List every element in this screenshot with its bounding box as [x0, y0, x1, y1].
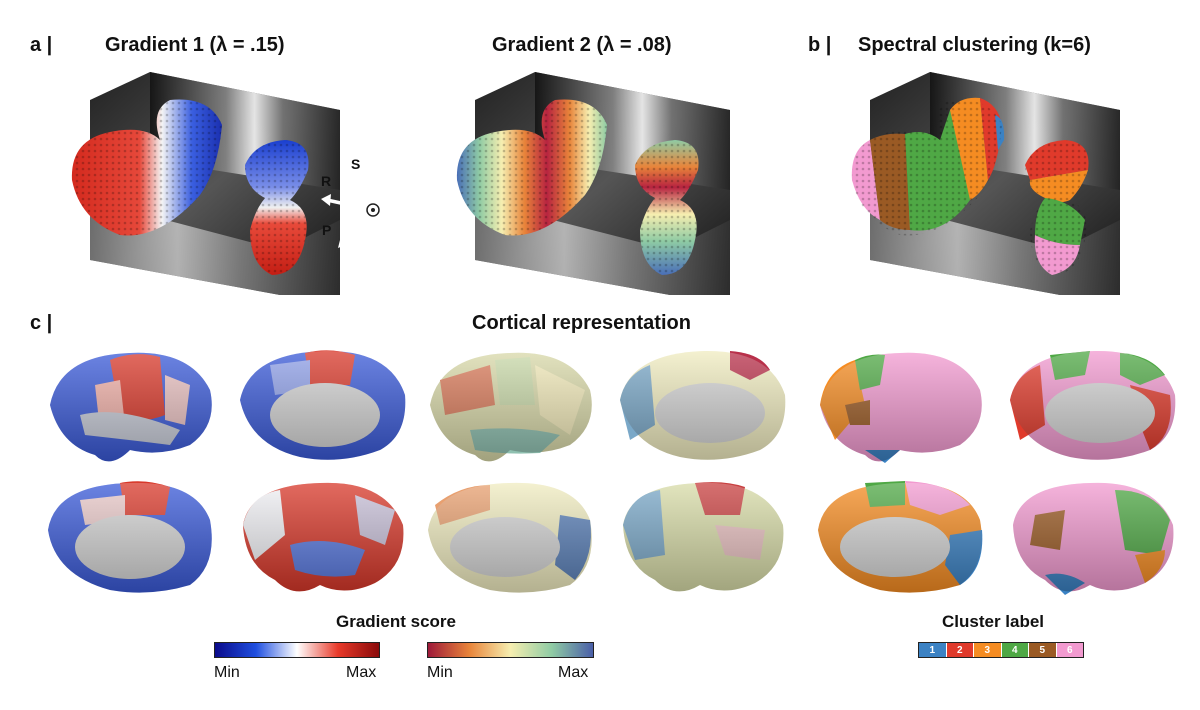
- gradient-1-title: Gradient 1 (λ = .15): [105, 34, 285, 56]
- brain-rh-medial: [48, 481, 212, 593]
- cluster-4-swatch: 4: [1001, 643, 1029, 657]
- brain-rh-medial: [818, 481, 983, 593]
- brain-lh-medial: [1010, 350, 1176, 460]
- gradient-2-volume-render: [456, 72, 730, 295]
- spectral-clustering-title: Spectral clustering (k=6): [858, 34, 1091, 56]
- gradient-2-colorbar-min: Min: [427, 664, 453, 681]
- gradient-1-volume-render: [71, 72, 340, 295]
- orientation-axes-icon: [321, 154, 380, 248]
- cluster-6-swatch: 6: [1056, 643, 1083, 657]
- cluster-cortical-surfaces: [818, 350, 1176, 595]
- cluster-label-legend-title: Cluster label: [942, 612, 1045, 631]
- brain-rh-lateral: [1013, 482, 1174, 595]
- gradient-1-cortical-surfaces: [48, 350, 406, 593]
- cluster-1-swatch: 1: [919, 643, 947, 657]
- brain-rh-medial: [428, 482, 592, 593]
- panel-c-label: c |: [30, 312, 53, 334]
- cluster-colorbar: 1 2 3 4 5 6: [918, 642, 1084, 658]
- gradient-2-title: Gradient 2 (λ = .08): [492, 34, 672, 56]
- brain-lh-lateral: [430, 352, 592, 462]
- cortical-representation-title: Cortical representation: [472, 312, 691, 334]
- axis-p-label: P: [322, 222, 332, 238]
- gradient-1-colorbar-max: Max: [346, 664, 377, 681]
- gradient-2-cortical-surfaces: [428, 350, 786, 593]
- brain-lh-lateral: [820, 352, 982, 463]
- gradient-1-colorbar: [214, 642, 380, 658]
- brain-lh-medial: [240, 350, 406, 460]
- gradient-2-colorbar: [427, 642, 594, 658]
- axis-s-label: S: [351, 156, 361, 172]
- brain-lh-medial: [620, 350, 786, 460]
- brain-lh-lateral: [50, 352, 212, 462]
- panel-b-label: b |: [808, 34, 832, 56]
- gradient-score-legend-title: Gradient score: [336, 612, 456, 631]
- brain-rh-lateral: [243, 482, 404, 592]
- cluster-3-swatch: 3: [974, 643, 1002, 657]
- axis-r-label: R: [321, 173, 332, 189]
- gradient-2-colorbar-max: Max: [558, 664, 589, 681]
- spectral-clustering-volume-render: [851, 72, 1120, 295]
- gradient-1-colorbar-min: Min: [214, 664, 240, 681]
- brain-rh-lateral: [623, 482, 784, 592]
- cluster-5-swatch: 5: [1029, 643, 1057, 657]
- cluster-2-swatch: 2: [946, 643, 974, 657]
- panel-a-label: a |: [30, 34, 53, 56]
